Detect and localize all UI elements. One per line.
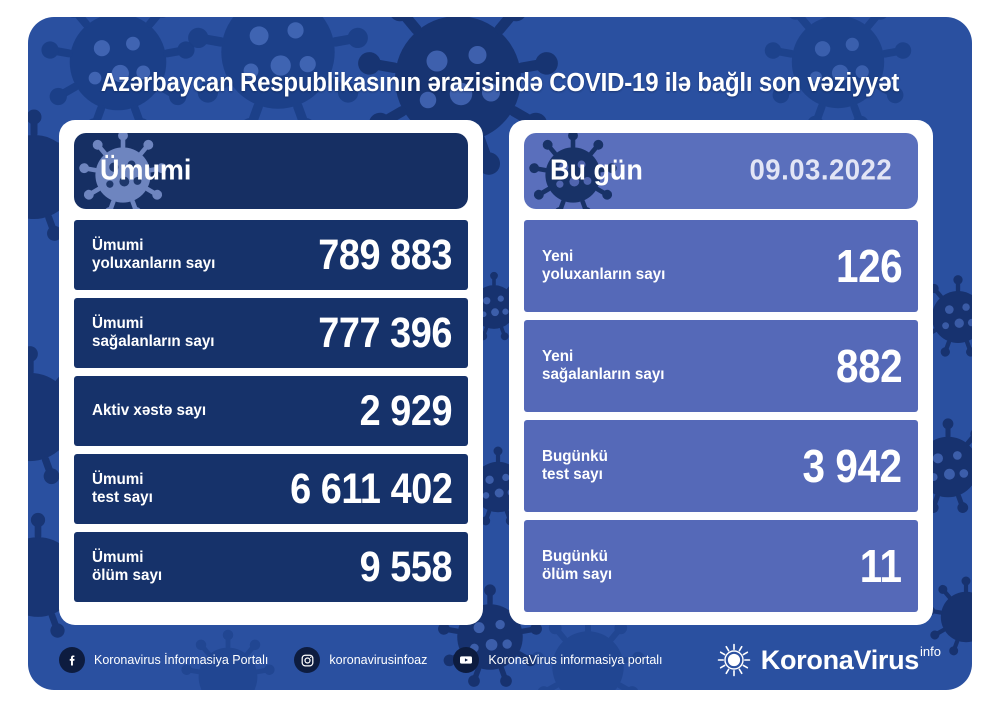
stat-value: 882 — [835, 340, 903, 392]
stat-label: Yeni yoluxanların sayı — [542, 248, 666, 283]
stat-value: 6 611 402 — [289, 464, 453, 513]
table-row: Yeni sağalanların sayı 882 — [524, 320, 918, 412]
panel-total: Ümumi Ümumi yoluxanların sayı 789 883 Üm… — [59, 120, 483, 625]
stat-value: 789 883 — [318, 230, 452, 279]
stat-label: Aktiv xəstə sayı — [92, 402, 207, 420]
table-row: Bugünkü ölüm sayı 11 — [524, 520, 918, 612]
stat-value: 9 558 — [359, 542, 453, 591]
stat-value: 777 396 — [318, 308, 452, 357]
social-link-facebook-label: Koronavirus İnformasiya Portalı — [94, 653, 269, 667]
panel-total-rows: Ümumi yoluxanların sayı 789 883 Ümumi sa… — [74, 220, 468, 602]
brand-name: KoronaVirus — [760, 644, 920, 675]
stat-label: Bugünkü ölüm sayı — [542, 548, 613, 583]
stat-value: 126 — [835, 240, 903, 292]
stat-label: Bugünkü test sayı — [542, 448, 608, 483]
table-row: Ümumi test sayı 6 611 402 — [74, 454, 468, 524]
table-row: Aktiv xəstə sayı 2 929 — [74, 376, 468, 446]
page-title: Azərbaycan Respublikasının ərazisində CO… — [100, 69, 900, 97]
instagram-icon — [294, 647, 321, 673]
table-row: Ümumi sağalanların sayı 777 396 — [74, 298, 468, 368]
table-row: Bugünkü test sayı 3 942 — [524, 420, 918, 512]
virus-sun-icon — [717, 643, 751, 677]
table-row: Yeni yoluxanların sayı 126 — [524, 220, 918, 312]
youtube-icon — [453, 647, 480, 673]
panel-total-header: Ümumi — [74, 133, 468, 209]
stat-value: 3 942 — [802, 440, 903, 492]
panel-today-header: Bu gün 09.03.2022 — [524, 133, 918, 209]
stat-value: 11 — [860, 540, 902, 592]
panel-today: Bu gün 09.03.2022 Yeni yoluxanların sayı… — [509, 120, 933, 625]
stat-label: Ümumi test sayı — [92, 471, 153, 506]
table-row: Ümumi ölüm sayı 9 558 — [74, 532, 468, 602]
panel-total-heading: Ümumi — [100, 154, 192, 187]
brand-suffix: info — [920, 644, 941, 659]
stat-label: Ümumi yoluxanların sayı — [92, 237, 216, 272]
stat-label: Ümumi ölüm sayı — [92, 549, 163, 584]
social-link-youtube-label: KoronaVirus informasiya portalı — [488, 653, 663, 667]
table-row: Ümumi yoluxanların sayı 789 883 — [74, 220, 468, 290]
infographic-card: Azərbaycan Respublikasının ərazisində CO… — [28, 17, 972, 690]
panel-today-heading: Bu gün — [550, 154, 643, 187]
social-link-instagram-label: koronavirusinfoaz — [329, 653, 428, 667]
stat-label: Yeni sağalanların sayı — [542, 348, 665, 383]
footer: Koronavirus İnformasiya Portalı koronavi… — [59, 637, 941, 683]
panel-today-date: 09.03.2022 — [749, 154, 892, 187]
social-link-instagram[interactable]: koronavirusinfoaz — [294, 647, 427, 673]
stat-value: 2 929 — [359, 386, 453, 435]
social-link-facebook[interactable]: Koronavirus İnformasiya Portalı — [59, 647, 268, 673]
facebook-icon — [59, 647, 85, 673]
panel-today-rows: Yeni yoluxanların sayı 126 Yeni sağalanl… — [524, 220, 918, 612]
social-link-youtube[interactable]: KoronaVirus informasiya portalı — [453, 647, 663, 673]
stat-label: Ümumi sağalanların sayı — [92, 315, 215, 350]
brand-logo[interactable]: KoronaVirus info — [716, 642, 941, 678]
